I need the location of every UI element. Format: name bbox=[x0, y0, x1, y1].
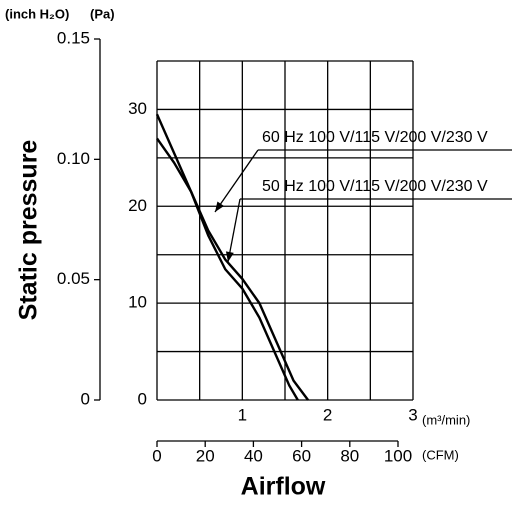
y2-unit: (inch H₂O) bbox=[5, 6, 69, 21]
curve bbox=[155, 113, 310, 401]
y2-tick-label: 0.10 bbox=[57, 149, 90, 168]
x-tick-label: 3 bbox=[408, 405, 417, 424]
x-tick-label: 1 bbox=[238, 405, 247, 424]
y-unit: (Pa) bbox=[90, 6, 115, 21]
x-unit: (m³/min) bbox=[422, 412, 470, 427]
x2-unit: (CFM) bbox=[422, 447, 459, 462]
arrowhead bbox=[215, 201, 224, 212]
x2-tick-label: 40 bbox=[244, 446, 263, 465]
y-label: Static pressure bbox=[15, 140, 43, 321]
y-tick-label: 20 bbox=[128, 196, 147, 215]
arrowhead bbox=[225, 251, 234, 262]
y2-tick-label: 0 bbox=[81, 389, 90, 408]
x2-tick-label: 80 bbox=[340, 446, 359, 465]
leader bbox=[214, 149, 259, 213]
leader bbox=[227, 198, 241, 263]
x2-tick-label: 0 bbox=[152, 446, 161, 465]
series-label: 60 Hz 100 V/115 V/200 V/230 V bbox=[262, 129, 488, 146]
y2-tick-label: 0.15 bbox=[57, 28, 90, 47]
curve bbox=[156, 137, 299, 401]
x-label: Airflow bbox=[241, 473, 326, 501]
y-tick-label: 10 bbox=[128, 293, 147, 312]
series-label: 50 Hz 100 V/115 V/200 V/230 V bbox=[262, 178, 488, 195]
x-tick-label: 2 bbox=[323, 405, 332, 424]
x2-tick-label: 100 bbox=[384, 446, 412, 465]
y-tick-label: 30 bbox=[128, 99, 147, 118]
y-tick-label: 0 bbox=[138, 389, 147, 408]
x2-tick-label: 60 bbox=[292, 446, 311, 465]
x2-tick-label: 20 bbox=[196, 446, 215, 465]
y2-tick-label: 0.05 bbox=[57, 269, 90, 288]
